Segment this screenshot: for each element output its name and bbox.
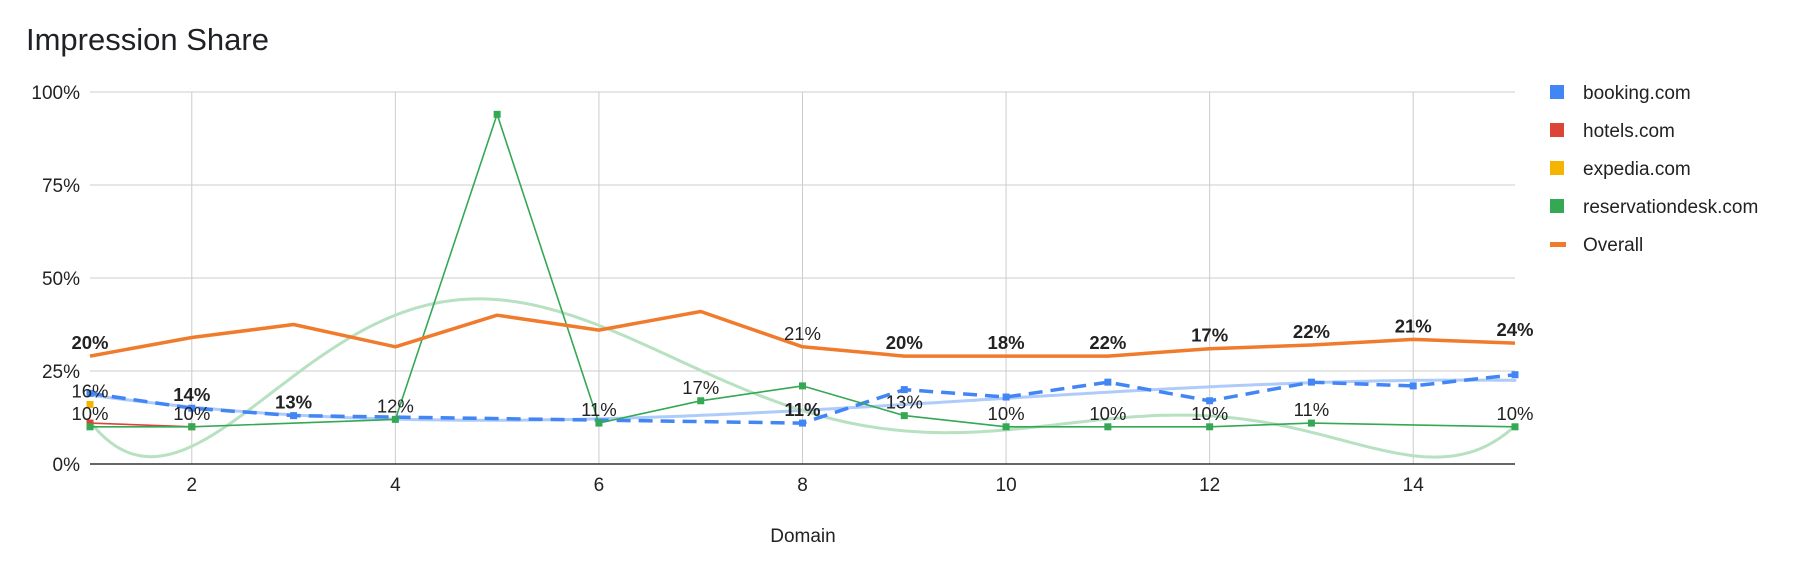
y-tick-label: 25% bbox=[42, 362, 80, 383]
series-line-booking-com bbox=[89, 372, 1516, 425]
data-label: 22% bbox=[1089, 332, 1126, 353]
chart-title: Impression Share bbox=[26, 22, 269, 57]
data-point-booking-com bbox=[1104, 378, 1112, 386]
y-tick-label: 0% bbox=[53, 455, 81, 476]
data-label: 10% bbox=[71, 403, 108, 424]
data-label: 22% bbox=[1293, 321, 1330, 342]
x-tick-label: 4 bbox=[390, 475, 401, 496]
x-tick-label: 2 bbox=[186, 475, 197, 496]
x-tick-label: 12 bbox=[1199, 475, 1220, 496]
legend-swatch-overall bbox=[1550, 242, 1566, 247]
data-point-reservationdesk-com bbox=[391, 415, 399, 423]
y-tick-label: 50% bbox=[42, 269, 80, 290]
series-markers bbox=[86, 110, 1519, 431]
data-point-booking-com bbox=[290, 412, 298, 420]
data-label: 20% bbox=[71, 332, 108, 353]
legend-label-overall: Overall bbox=[1583, 235, 1643, 256]
data-label: 13% bbox=[275, 392, 312, 413]
data-label: 17% bbox=[1191, 325, 1228, 346]
data-label: 16% bbox=[71, 380, 108, 401]
data-point-reservationdesk-com bbox=[493, 110, 501, 118]
data-labels: 20%16%10%14%10%13% 12% 11%17%21%11%20%13%1… bbox=[71, 315, 1533, 423]
data-label: 11% bbox=[784, 399, 820, 420]
legend-swatch-hotels-com bbox=[1550, 123, 1564, 137]
data-point-reservationdesk-com bbox=[1104, 423, 1112, 431]
data-point-reservationdesk-com bbox=[1511, 423, 1519, 431]
data-label: 11% bbox=[1294, 399, 1330, 420]
data-point-reservationdesk-com bbox=[1002, 423, 1010, 431]
data-label: 10% bbox=[1089, 403, 1126, 424]
data-point-booking-com bbox=[188, 404, 196, 412]
data-point-reservationdesk-com bbox=[86, 423, 94, 431]
data-point-booking-com bbox=[1409, 382, 1417, 390]
data-point-hotels-com bbox=[86, 419, 94, 427]
axes: 0% 25% 50% 75% 100% 2 4 6 8 10 12 14 bbox=[31, 83, 1515, 496]
data-label: 10% bbox=[173, 403, 210, 424]
data-point-booking-com bbox=[1002, 393, 1010, 401]
data-point-booking-com bbox=[1307, 378, 1315, 386]
data-point-reservationdesk-com bbox=[697, 397, 705, 405]
legend-label-expedia-com: expedia.com bbox=[1583, 159, 1691, 180]
data-label: 10% bbox=[1496, 403, 1533, 424]
x-tick-label: 14 bbox=[1403, 475, 1425, 496]
data-label: 13% bbox=[886, 392, 923, 413]
data-label: 21% bbox=[784, 323, 821, 344]
data-label: 12% bbox=[377, 395, 414, 416]
x-axis-title: Domain bbox=[770, 526, 835, 547]
data-point-booking-com bbox=[86, 389, 94, 397]
data-point-expedia-com bbox=[86, 400, 94, 408]
y-tick-label: 75% bbox=[42, 176, 80, 197]
gridlines bbox=[90, 91, 1515, 464]
x-tick-label: 8 bbox=[797, 475, 808, 496]
data-point-reservationdesk-com bbox=[188, 423, 196, 431]
legend[interactable]: booking.com hotels.com expedia.com reservat… bbox=[1550, 83, 1758, 256]
data-label: 24% bbox=[1496, 319, 1533, 340]
y-tick-label: 100% bbox=[31, 83, 80, 104]
legend-swatch-booking-com bbox=[1550, 85, 1564, 99]
data-point-booking-com bbox=[1206, 397, 1214, 405]
data-label: 21% bbox=[1395, 315, 1432, 336]
legend-swatch-expedia-com bbox=[1550, 161, 1564, 175]
legend-label-booking-com: booking.com bbox=[1583, 83, 1691, 104]
data-label: 20% bbox=[886, 332, 923, 353]
legend-label-hotels-com: hotels.com bbox=[1583, 121, 1675, 142]
data-point-booking-com bbox=[900, 386, 908, 394]
data-label: 14% bbox=[173, 384, 210, 405]
data-point-reservationdesk-com bbox=[900, 412, 908, 420]
data-point-booking-com bbox=[799, 419, 806, 427]
legend-label-reservationdesk-com: reservationdesk.com bbox=[1583, 197, 1758, 218]
data-label: 11% bbox=[581, 399, 617, 420]
data-label: 10% bbox=[988, 403, 1025, 424]
data-point-reservationdesk-com bbox=[1307, 419, 1315, 427]
data-label: 18% bbox=[988, 332, 1025, 353]
data-point-reservationdesk-com bbox=[595, 419, 603, 427]
data-point-reservationdesk-com bbox=[799, 382, 806, 390]
series-line-overall bbox=[89, 309, 1516, 358]
legend-swatch-reservationdesk-com bbox=[1550, 199, 1564, 213]
data-point-booking-com bbox=[1511, 371, 1519, 379]
data-label: 17% bbox=[682, 377, 719, 398]
data-label: 10% bbox=[1191, 403, 1228, 424]
data-point-reservationdesk-com bbox=[1206, 423, 1214, 431]
x-tick-label: 6 bbox=[594, 475, 605, 496]
x-tick-label: 10 bbox=[996, 475, 1017, 496]
